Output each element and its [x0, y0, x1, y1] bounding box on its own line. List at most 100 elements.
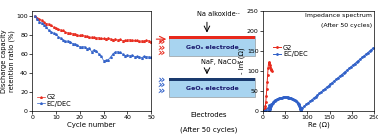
G2 [73, 33, 77, 34]
G2 [139, 40, 144, 42]
X-axis label: Cycle number: Cycle number [67, 122, 116, 128]
G2 [142, 40, 146, 42]
G2 [267, 62, 272, 64]
Text: »: » [157, 80, 164, 90]
Bar [169, 36, 255, 56]
EC/DEC [108, 56, 113, 58]
EC/DEC [113, 51, 118, 53]
G2 [135, 40, 139, 41]
EC/DEC [39, 22, 44, 24]
G2 [99, 37, 104, 39]
G2 [118, 39, 122, 40]
G2 [77, 35, 82, 36]
G2 [108, 38, 113, 40]
G2 [42, 21, 46, 23]
Text: NaF, NaCO₃··: NaF, NaCO₃·· [201, 59, 243, 65]
Text: Electrodes: Electrodes [191, 112, 227, 118]
G2 [32, 15, 37, 17]
G2 [123, 40, 127, 41]
EC/DEC [82, 46, 87, 48]
G2 [261, 110, 266, 112]
EC/DEC [80, 46, 84, 48]
G2 [147, 40, 151, 41]
G2 [265, 88, 269, 90]
G2 [267, 62, 271, 63]
G2 [39, 19, 44, 21]
EC/DEC [66, 40, 70, 42]
G2 [85, 35, 89, 37]
Text: GeOₓ electrode: GeOₓ electrode [186, 86, 239, 91]
EC/DEC [142, 56, 146, 57]
G2 [37, 18, 42, 20]
G2 [70, 33, 75, 34]
Text: »: » [157, 85, 164, 95]
G2 [106, 37, 111, 39]
Text: Na alkoxide··: Na alkoxide·· [197, 11, 240, 17]
EC/DEC [137, 56, 142, 57]
G2 [35, 17, 39, 18]
EC/DEC [99, 56, 104, 57]
EC/DEC [326, 85, 331, 86]
G2 [96, 37, 101, 38]
EC/DEC [85, 48, 89, 49]
G2 [263, 108, 267, 109]
EC/DEC [51, 32, 56, 34]
G2 [44, 23, 49, 24]
G2 [149, 41, 153, 42]
G2 [144, 39, 149, 41]
G2 [75, 34, 80, 36]
EC/DEC [54, 33, 58, 35]
Bar [169, 36, 255, 39]
EC/DEC [130, 54, 135, 56]
EC/DEC [75, 44, 80, 46]
G2 [127, 39, 132, 41]
G2 [87, 36, 91, 38]
EC/DEC [271, 101, 276, 102]
EC/DEC [35, 18, 39, 20]
Text: »: » [157, 74, 164, 84]
G2 [130, 39, 135, 41]
Line: G2: G2 [263, 62, 272, 112]
X-axis label: Re (Ω): Re (Ω) [308, 122, 329, 128]
EC/DEC [59, 37, 63, 39]
EC/DEC [96, 53, 101, 55]
Line: EC/DEC: EC/DEC [34, 15, 152, 61]
EC/DEC [37, 21, 42, 23]
EC/DEC [56, 36, 60, 38]
G2 [269, 69, 273, 71]
G2 [132, 39, 137, 41]
G2 [137, 40, 142, 42]
G2 [94, 37, 99, 39]
EC/DEC [125, 54, 130, 56]
Legend: G2, EC/DEC: G2, EC/DEC [36, 93, 73, 108]
Y-axis label: Discharge capacity
retention ratio (%): Discharge capacity retention ratio (%) [2, 29, 15, 93]
EC/DEC [118, 52, 122, 53]
G2 [264, 95, 268, 97]
EC/DEC [371, 47, 376, 49]
G2 [263, 101, 268, 102]
G2 [120, 40, 125, 41]
EC/DEC [46, 30, 51, 31]
Text: GeOₓ electrode: GeOₓ electrode [186, 45, 239, 50]
EC/DEC [70, 43, 75, 44]
EC/DEC [44, 26, 49, 28]
EC/DEC [144, 56, 149, 57]
EC/DEC [261, 110, 266, 112]
EC/DEC [104, 60, 108, 61]
G2 [63, 31, 68, 33]
EC/DEC [87, 47, 91, 49]
Text: Impedance spectrum: Impedance spectrum [305, 13, 372, 18]
G2 [265, 74, 270, 76]
Bar [169, 78, 255, 81]
Text: »: » [157, 48, 164, 58]
G2 [49, 25, 53, 26]
EC/DEC [132, 56, 137, 57]
G2 [61, 30, 65, 31]
EC/DEC [319, 91, 324, 93]
G2 [268, 66, 273, 68]
Y-axis label: - Im (Ω): - Im (Ω) [239, 48, 245, 75]
EC/DEC [111, 53, 115, 54]
G2 [92, 36, 96, 38]
Line: EC/DEC: EC/DEC [263, 47, 374, 112]
G2 [101, 38, 106, 39]
